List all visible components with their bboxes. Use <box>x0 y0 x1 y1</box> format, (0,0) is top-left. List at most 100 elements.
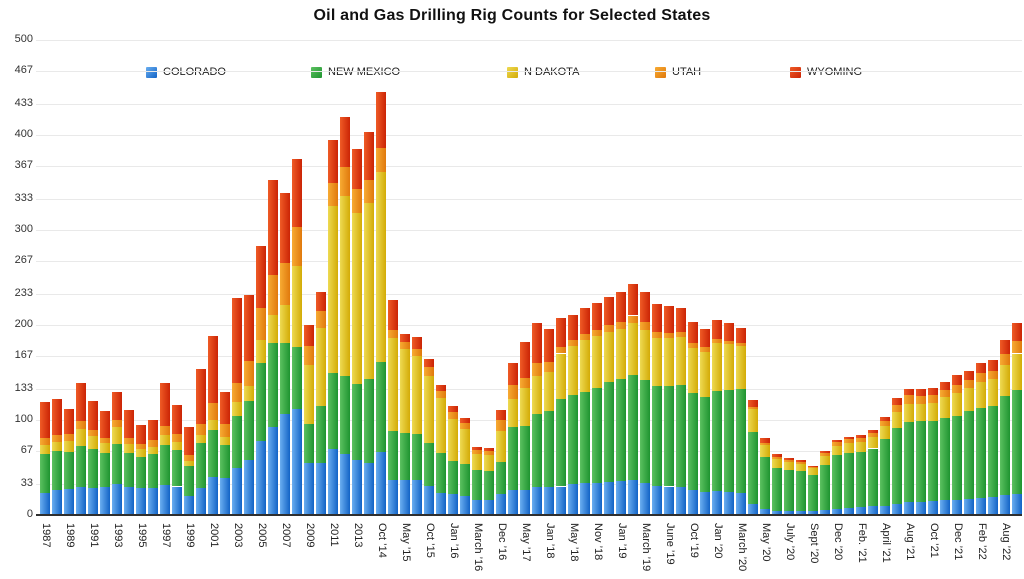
x-axis-label-text: Feb. ’21 <box>856 523 868 563</box>
bar-segment-utah <box>916 396 926 404</box>
bar-segment-wyoming <box>520 342 530 379</box>
bar-segment-n-dakota <box>340 195 350 377</box>
bar-segment-wyoming <box>340 116 350 168</box>
bar-segment-wyoming <box>700 328 710 347</box>
bar-segment-n-dakota <box>808 468 818 476</box>
bar-segment-new-mexico <box>160 444 170 485</box>
bar-segment-new-mexico <box>520 425 530 491</box>
gridline <box>36 325 1022 326</box>
y-axis-tick-label: 367 <box>14 159 33 171</box>
bar-segment-wyoming <box>808 465 818 467</box>
bar-segment-new-mexico <box>556 399 566 487</box>
bar-segment-new-mexico <box>796 471 806 512</box>
bar-segment-colorado <box>796 511 806 515</box>
bar-segment-wyoming <box>748 400 758 407</box>
bar-segment-utah <box>556 346 566 354</box>
bar-segment-n-dakota <box>784 461 794 471</box>
y-axis-tick-label: 67 <box>20 444 33 456</box>
x-axis-label-text: Jan ’16 <box>448 523 460 559</box>
bar-segment-n-dakota <box>748 408 758 433</box>
bar-segment-n-dakota <box>268 314 278 344</box>
bar-segment-new-mexico <box>364 379 374 463</box>
bar-segment-utah <box>628 315 638 324</box>
bar-segment-utah <box>676 331 686 338</box>
bar-segment-colorado <box>364 462 374 515</box>
bar-segment-utah <box>460 422 470 429</box>
x-axis-label-text: Oct ’14 <box>376 523 388 558</box>
chart-title: Oil and Gas Drilling Rig Counts for Sele… <box>313 7 711 24</box>
bar-segment-wyoming <box>448 405 458 413</box>
legend-swatch <box>311 66 322 78</box>
bar-segment-new-mexico <box>772 468 782 512</box>
bar-segment-n-dakota <box>508 399 518 427</box>
x-axis-label-text: Oct ’15 <box>424 523 436 558</box>
bar-segment-n-dakota <box>568 345 578 396</box>
bar-segment-wyoming <box>892 398 902 405</box>
bar-segment-colorado <box>52 490 62 515</box>
bar-segment-colorado <box>244 459 254 515</box>
bar-segment-wyoming <box>652 304 662 332</box>
bar-segment-utah <box>544 362 554 372</box>
bar-segment-utah <box>340 167 350 196</box>
bar-segment-new-mexico <box>568 395 578 484</box>
bar-segment-n-dakota <box>64 440 74 453</box>
bar-segment-wyoming <box>760 438 770 443</box>
bar-segment-wyoming <box>328 139 338 183</box>
bar-segment-wyoming <box>256 246 266 308</box>
bar-segment-utah <box>136 443 146 450</box>
bar-segment-new-mexico <box>244 401 254 460</box>
x-axis-label-text: Sept ’20 <box>808 523 820 564</box>
legend-swatch <box>790 66 801 78</box>
bar-segment-new-mexico <box>988 405 998 497</box>
bar-segment-colorado <box>484 499 494 515</box>
bar-segment-colorado <box>508 490 518 515</box>
bar-segment-n-dakota <box>496 431 506 462</box>
bar-segment-colorado <box>280 414 290 515</box>
bar-segment-n-dakota <box>220 437 230 445</box>
bar-segment-new-mexico <box>700 397 710 493</box>
bar-segment-new-mexico <box>580 392 590 483</box>
bar-segment-utah <box>52 435 62 442</box>
bar-segment-wyoming <box>100 410 110 439</box>
bar-segment-colorado <box>820 510 830 515</box>
bar-segment-utah <box>64 434 74 441</box>
bar-segment-utah <box>364 179 374 204</box>
bar-segment-n-dakota <box>412 356 422 435</box>
gridline <box>36 40 1022 41</box>
bar-segment-n-dakota <box>112 426 122 444</box>
bar-segment-colorado <box>892 503 902 515</box>
bar-segment-n-dakota <box>424 376 434 443</box>
bar-segment-new-mexico <box>448 460 458 495</box>
bar-segment-n-dakota <box>124 443 134 454</box>
y-axis-tick-label: 433 <box>14 97 33 109</box>
bar-segment-new-mexico <box>208 429 218 477</box>
gridline <box>36 199 1022 200</box>
bar-segment-new-mexico <box>352 383 362 460</box>
bar-segment-n-dakota <box>820 456 830 465</box>
bar-segment-colorado <box>784 511 794 515</box>
bar-segment-new-mexico <box>64 452 74 490</box>
bar-segment-wyoming <box>64 408 74 435</box>
bar-segment-wyoming <box>232 298 242 383</box>
bar-segment-n-dakota <box>544 371 554 412</box>
x-axis-label-text: 1987 <box>40 523 52 548</box>
bar-segment-utah <box>148 439 158 447</box>
bar-segment-n-dakota <box>892 412 902 428</box>
bar-segment-utah <box>112 420 122 427</box>
bar-segment-utah <box>592 329 602 337</box>
bar-segment-wyoming <box>88 401 98 430</box>
bar-segment-n-dakota <box>760 444 770 458</box>
bar-segment-wyoming <box>604 296 614 325</box>
bar-segment-new-mexico <box>460 463 470 496</box>
bar-segment-colorado <box>964 498 974 515</box>
bar-segment-new-mexico <box>40 454 50 494</box>
bar-segment-new-mexico <box>760 457 770 510</box>
bar-segment-utah <box>220 423 230 438</box>
bar-segment-colorado <box>520 490 530 515</box>
bar-segment-new-mexico <box>940 418 950 500</box>
bar-segment-colorado <box>832 509 842 515</box>
bar-segment-new-mexico <box>676 384 686 488</box>
bar-segment-n-dakota <box>1000 364 1010 397</box>
bar-segment-new-mexico <box>412 434 422 480</box>
x-axis-label-text: Nov ’18 <box>592 523 604 561</box>
